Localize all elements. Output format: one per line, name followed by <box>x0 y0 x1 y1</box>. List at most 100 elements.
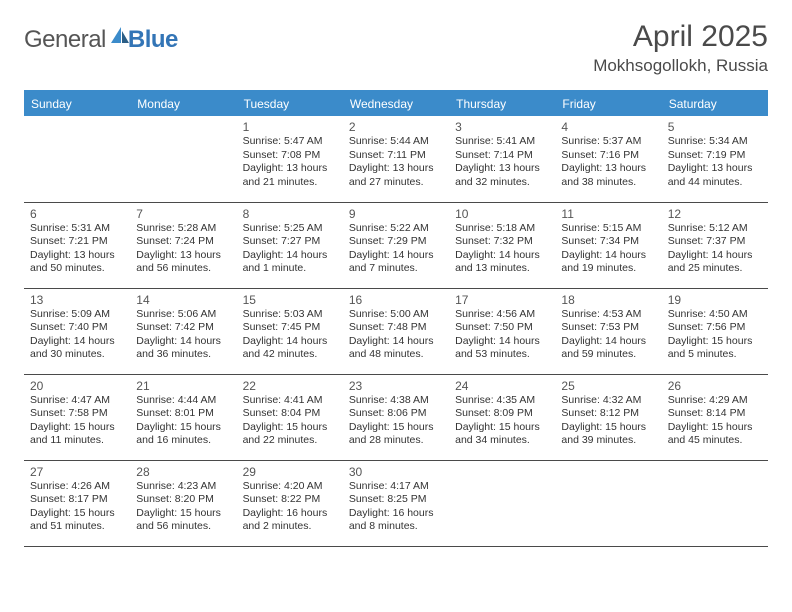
sunrise-line: Sunrise: 5:06 AM <box>136 308 230 322</box>
daylight-line: Daylight: 13 hours and 27 minutes. <box>349 162 443 189</box>
day-number: 24 <box>455 379 549 393</box>
sunrise-line: Sunrise: 4:50 AM <box>668 308 762 322</box>
day-info: Sunrise: 4:50 AMSunset: 7:56 PMDaylight:… <box>668 308 762 363</box>
daylight-line: Daylight: 13 hours and 21 minutes. <box>243 162 337 189</box>
day-number: 12 <box>668 207 762 221</box>
day-info: Sunrise: 4:53 AMSunset: 7:53 PMDaylight:… <box>561 308 655 363</box>
sunset-line: Sunset: 8:12 PM <box>561 407 655 421</box>
calendar-table: Sunday Monday Tuesday Wednesday Thursday… <box>24 92 768 547</box>
sunrise-line: Sunrise: 5:31 AM <box>30 222 124 236</box>
calendar-cell: 20Sunrise: 4:47 AMSunset: 7:58 PMDayligh… <box>24 374 130 460</box>
day-info: Sunrise: 4:29 AMSunset: 8:14 PMDaylight:… <box>668 394 762 449</box>
daylight-line: Daylight: 15 hours and 56 minutes. <box>136 507 230 534</box>
sunset-line: Sunset: 8:01 PM <box>136 407 230 421</box>
sunset-line: Sunset: 8:09 PM <box>455 407 549 421</box>
sunset-line: Sunset: 7:08 PM <box>243 149 337 163</box>
day-number: 23 <box>349 379 443 393</box>
calendar-cell: 24Sunrise: 4:35 AMSunset: 8:09 PMDayligh… <box>449 374 555 460</box>
daylight-line: Daylight: 15 hours and 5 minutes. <box>668 335 762 362</box>
calendar-cell-empty <box>449 460 555 546</box>
page-header: General Blue April 2025 Mokhsogollokh, R… <box>24 20 768 76</box>
day-number: 28 <box>136 465 230 479</box>
day-info: Sunrise: 4:17 AMSunset: 8:25 PMDaylight:… <box>349 480 443 535</box>
daylight-line: Daylight: 13 hours and 38 minutes. <box>561 162 655 189</box>
sunrise-line: Sunrise: 4:29 AM <box>668 394 762 408</box>
day-info: Sunrise: 4:44 AMSunset: 8:01 PMDaylight:… <box>136 394 230 449</box>
day-header: Thursday <box>449 92 555 116</box>
calendar-row: 1Sunrise: 5:47 AMSunset: 7:08 PMDaylight… <box>24 116 768 202</box>
sunrise-line: Sunrise: 4:26 AM <box>30 480 124 494</box>
calendar-cell: 10Sunrise: 5:18 AMSunset: 7:32 PMDayligh… <box>449 202 555 288</box>
sunrise-line: Sunrise: 5:09 AM <box>30 308 124 322</box>
daylight-line: Daylight: 14 hours and 53 minutes. <box>455 335 549 362</box>
sunrise-line: Sunrise: 4:47 AM <box>30 394 124 408</box>
calendar-cell: 6Sunrise: 5:31 AMSunset: 7:21 PMDaylight… <box>24 202 130 288</box>
sunset-line: Sunset: 7:45 PM <box>243 321 337 335</box>
sunset-line: Sunset: 7:29 PM <box>349 235 443 249</box>
sunset-line: Sunset: 8:22 PM <box>243 493 337 507</box>
calendar-cell: 15Sunrise: 5:03 AMSunset: 7:45 PMDayligh… <box>237 288 343 374</box>
sunrise-line: Sunrise: 4:53 AM <box>561 308 655 322</box>
daylight-line: Daylight: 15 hours and 16 minutes. <box>136 421 230 448</box>
title-block: April 2025 Mokhsogollokh, Russia <box>593 20 768 76</box>
sunrise-line: Sunrise: 4:17 AM <box>349 480 443 494</box>
sail-icon <box>108 25 130 45</box>
sunset-line: Sunset: 7:24 PM <box>136 235 230 249</box>
sunset-line: Sunset: 8:04 PM <box>243 407 337 421</box>
day-info: Sunrise: 5:22 AMSunset: 7:29 PMDaylight:… <box>349 222 443 277</box>
day-header: Friday <box>555 92 661 116</box>
day-number: 17 <box>455 293 549 307</box>
day-number: 14 <box>136 293 230 307</box>
day-number: 11 <box>561 207 655 221</box>
sunset-line: Sunset: 7:56 PM <box>668 321 762 335</box>
day-number: 26 <box>668 379 762 393</box>
day-number: 29 <box>243 465 337 479</box>
calendar-cell: 3Sunrise: 5:41 AMSunset: 7:14 PMDaylight… <box>449 116 555 202</box>
calendar-page: General Blue April 2025 Mokhsogollokh, R… <box>0 0 792 612</box>
day-number: 3 <box>455 120 549 134</box>
day-number: 16 <box>349 293 443 307</box>
sunrise-line: Sunrise: 5:25 AM <box>243 222 337 236</box>
sunset-line: Sunset: 7:50 PM <box>455 321 549 335</box>
calendar-cell: 16Sunrise: 5:00 AMSunset: 7:48 PMDayligh… <box>343 288 449 374</box>
calendar-cell-empty <box>555 460 661 546</box>
sunset-line: Sunset: 7:27 PM <box>243 235 337 249</box>
day-info: Sunrise: 5:06 AMSunset: 7:42 PMDaylight:… <box>136 308 230 363</box>
sunrise-line: Sunrise: 5:22 AM <box>349 222 443 236</box>
daylight-line: Daylight: 15 hours and 39 minutes. <box>561 421 655 448</box>
day-number: 30 <box>349 465 443 479</box>
calendar-cell: 21Sunrise: 4:44 AMSunset: 8:01 PMDayligh… <box>130 374 236 460</box>
calendar-cell: 29Sunrise: 4:20 AMSunset: 8:22 PMDayligh… <box>237 460 343 546</box>
daylight-line: Daylight: 14 hours and 1 minute. <box>243 249 337 276</box>
day-number: 10 <box>455 207 549 221</box>
day-number: 22 <box>243 379 337 393</box>
day-number: 13 <box>30 293 124 307</box>
day-info: Sunrise: 5:18 AMSunset: 7:32 PMDaylight:… <box>455 222 549 277</box>
calendar-cell-empty <box>662 460 768 546</box>
calendar-cell: 22Sunrise: 4:41 AMSunset: 8:04 PMDayligh… <box>237 374 343 460</box>
sunset-line: Sunset: 7:58 PM <box>30 407 124 421</box>
daylight-line: Daylight: 13 hours and 44 minutes. <box>668 162 762 189</box>
day-info: Sunrise: 4:35 AMSunset: 8:09 PMDaylight:… <box>455 394 549 449</box>
daylight-line: Daylight: 13 hours and 50 minutes. <box>30 249 124 276</box>
calendar-row: 20Sunrise: 4:47 AMSunset: 7:58 PMDayligh… <box>24 374 768 460</box>
sunset-line: Sunset: 7:34 PM <box>561 235 655 249</box>
day-number: 27 <box>30 465 124 479</box>
sunset-line: Sunset: 7:19 PM <box>668 149 762 163</box>
daylight-line: Daylight: 15 hours and 34 minutes. <box>455 421 549 448</box>
sunrise-line: Sunrise: 4:35 AM <box>455 394 549 408</box>
sunrise-line: Sunrise: 4:32 AM <box>561 394 655 408</box>
day-header: Saturday <box>662 92 768 116</box>
sunrise-line: Sunrise: 4:20 AM <box>243 480 337 494</box>
day-info: Sunrise: 4:20 AMSunset: 8:22 PMDaylight:… <box>243 480 337 535</box>
calendar-row: 27Sunrise: 4:26 AMSunset: 8:17 PMDayligh… <box>24 460 768 546</box>
sunrise-line: Sunrise: 5:03 AM <box>243 308 337 322</box>
day-number: 9 <box>349 207 443 221</box>
daylight-line: Daylight: 15 hours and 22 minutes. <box>243 421 337 448</box>
calendar-cell-empty <box>24 116 130 202</box>
day-number: 25 <box>561 379 655 393</box>
sunrise-line: Sunrise: 4:44 AM <box>136 394 230 408</box>
daylight-line: Daylight: 14 hours and 42 minutes. <box>243 335 337 362</box>
sunrise-line: Sunrise: 5:44 AM <box>349 135 443 149</box>
day-number: 21 <box>136 379 230 393</box>
